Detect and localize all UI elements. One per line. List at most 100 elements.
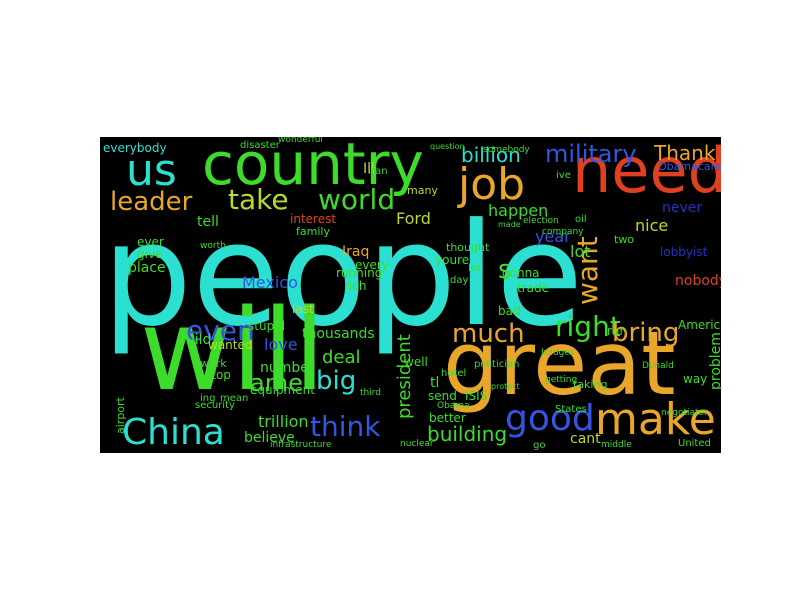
word-will: will — [140, 286, 325, 416]
word-tell: tell — [197, 214, 219, 230]
word-thought: thought — [446, 241, 490, 254]
word-building: building — [427, 422, 508, 446]
word-deal: deal — [322, 347, 361, 368]
word-country: country — [202, 137, 424, 198]
word-obama: Obama — [437, 401, 470, 411]
word-cloud: people will great country need us job China make… — [100, 137, 721, 453]
word-protect: protect — [491, 382, 520, 391]
word-security: security — [195, 400, 235, 411]
word-airport: airport — [114, 397, 127, 434]
word-ive: ive — [556, 170, 571, 181]
word-equipment: equipment — [250, 383, 315, 397]
word-politician: politician — [474, 359, 520, 370]
word-even: even — [186, 314, 255, 347]
word-lobbyist: lobbyist — [660, 245, 708, 259]
word-isis: ISIS — [465, 389, 488, 403]
word-good: good — [505, 398, 595, 439]
word-interest: interest — [290, 212, 337, 226]
word-youre: youre — [435, 253, 470, 267]
word-rich: rich — [344, 279, 367, 293]
word-taking: taking — [573, 378, 608, 391]
word-company: company — [542, 227, 584, 237]
word-better: better — [429, 411, 466, 425]
word-getting: getting — [545, 375, 578, 385]
word-states: States — [555, 404, 587, 415]
word-cant: cant — [570, 431, 601, 447]
word-family: family — [296, 225, 330, 238]
word-worth: worth — [200, 241, 226, 251]
word-iraq: Iraq — [342, 244, 370, 260]
word-ame: ame — [250, 369, 303, 397]
word-last: last — [292, 302, 314, 316]
word-happen: happen — [488, 201, 549, 220]
word-president: president — [394, 334, 415, 419]
word-job: job — [458, 159, 526, 210]
word-billion: billion — [461, 143, 521, 167]
word-leader: leader — [110, 187, 193, 217]
word-nuclear: nuclear — [400, 439, 434, 449]
word-great: great — [443, 312, 676, 415]
word-obamacare: Obamacare — [658, 160, 721, 173]
word-infrastructure: infrastructure — [270, 440, 332, 450]
word-stop: stop — [205, 368, 231, 382]
word-way: way — [683, 372, 708, 386]
word-every: every — [355, 258, 389, 272]
word-s: s — [498, 255, 512, 285]
word-ever: ever — [137, 235, 164, 249]
word-wanted: wanted — [208, 338, 253, 352]
word-bad: bad — [498, 304, 521, 318]
word-many: many — [407, 184, 438, 197]
word-think: think — [310, 410, 381, 443]
word-tl: tl — [430, 375, 440, 391]
word-send: send — [428, 389, 457, 403]
word-year: year — [535, 227, 571, 246]
word-middle: middle — [601, 440, 632, 450]
word-much: much — [452, 319, 525, 349]
word-thousands: thousands — [302, 326, 375, 342]
word-believe: believe — [244, 430, 295, 446]
word-nice: nice — [635, 216, 669, 235]
word-ing: ing — [200, 393, 216, 404]
word-build: build — [177, 332, 212, 348]
word-wonderful: wonderful — [278, 137, 323, 145]
word-somebody: somebody — [483, 145, 530, 155]
word-take: take — [228, 183, 289, 216]
word-trade: trade — [517, 281, 549, 295]
word-need: need — [572, 137, 721, 207]
word-america: America — [678, 318, 721, 332]
word-let: let — [468, 263, 481, 274]
word-oil: oil — [575, 214, 587, 225]
word-made: made — [498, 220, 521, 229]
word-mexico: Mexico — [242, 273, 298, 292]
word-disaster: disaster — [240, 140, 280, 151]
word-negotiator: negotiator — [661, 408, 708, 418]
word-give: give — [137, 247, 163, 261]
word-everybody: everybody — [103, 141, 167, 155]
word-work: work — [200, 357, 227, 370]
word-bridges: bridges — [541, 348, 575, 358]
word-gonna: gonna — [502, 266, 540, 280]
word-lot: lot — [570, 242, 591, 261]
word-day: day — [450, 275, 469, 286]
word-hotel: hotel — [441, 368, 467, 379]
word-united: United — [678, 438, 711, 449]
word-bring: bring — [612, 318, 680, 348]
word-trillion: trillion — [258, 412, 309, 431]
word-stupid: stupid — [248, 319, 286, 333]
word-love: love — [264, 335, 298, 354]
word-running: running — [336, 266, 383, 280]
word-two: two — [614, 233, 635, 246]
word-go: go — [533, 440, 546, 451]
word-right: right — [555, 310, 621, 343]
word-thank: Thank — [654, 141, 716, 165]
word-place: place — [128, 260, 166, 276]
word-mean: mean — [220, 393, 249, 404]
word-never: never — [662, 200, 703, 216]
word-iran: Iran — [368, 166, 388, 177]
word-nobody: nobody — [675, 273, 721, 289]
word-donald: Donald — [642, 361, 674, 371]
word-third: third — [360, 388, 381, 398]
word-question: question — [430, 142, 465, 151]
word-us: us — [126, 145, 177, 196]
word-number: number — [260, 360, 315, 376]
